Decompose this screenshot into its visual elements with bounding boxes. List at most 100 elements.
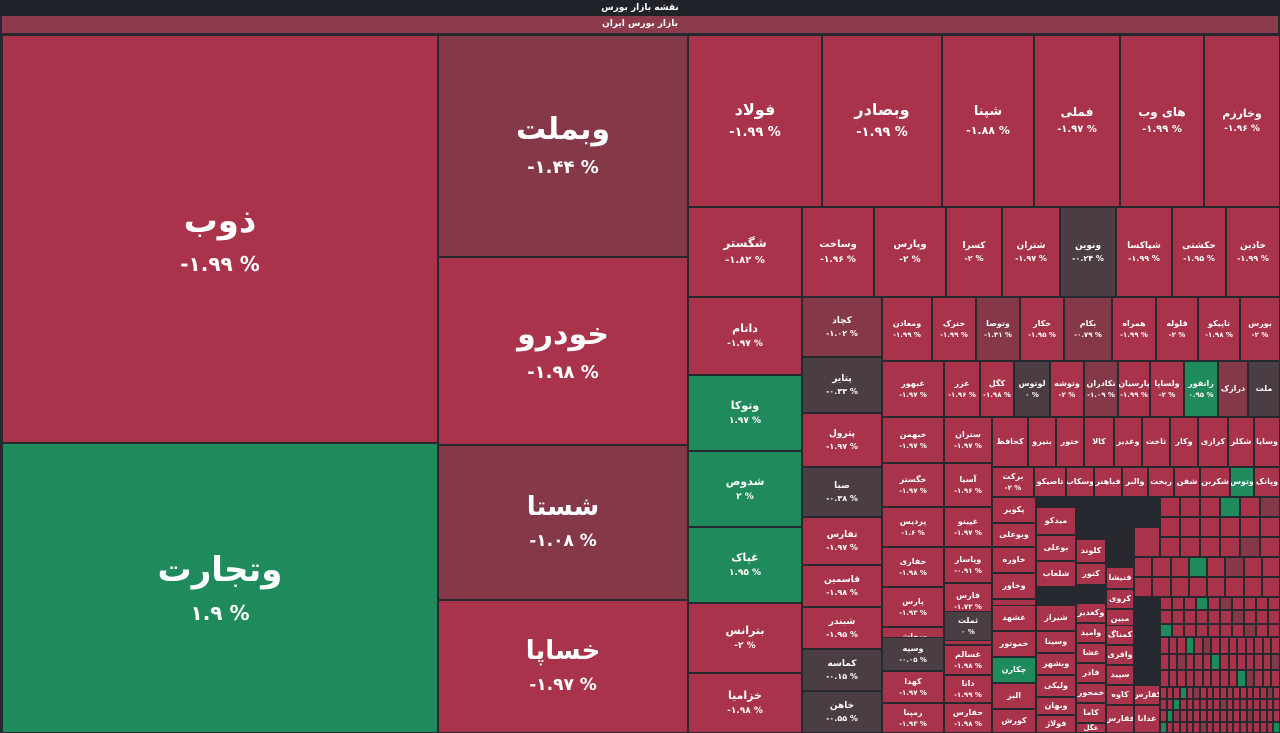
- small-stock-tile[interactable]: [1200, 710, 1207, 722]
- small-stock-tile[interactable]: [1225, 577, 1244, 597]
- small-stock-tile[interactable]: [1233, 710, 1240, 722]
- stock-tile[interactable]: وبهان: [1036, 697, 1076, 715]
- stock-tile[interactable]: کفارس: [1134, 685, 1160, 705]
- small-stock-tile[interactable]: [1206, 687, 1214, 699]
- stock-tile[interactable]: کحافظ: [992, 417, 1028, 467]
- stock-tile[interactable]: وتوس: [1230, 467, 1254, 497]
- small-stock-tile[interactable]: [1262, 637, 1272, 654]
- small-stock-tile[interactable]: [1246, 710, 1254, 722]
- stock-tile[interactable]: غدانا: [1134, 705, 1160, 733]
- small-stock-tile[interactable]: [1228, 653, 1238, 671]
- small-stock-tile[interactable]: [1207, 557, 1226, 577]
- stock-tile[interactable]: چکارن: [992, 657, 1036, 683]
- stock-tile[interactable]: برکت -۲ %: [992, 467, 1034, 497]
- small-stock-tile[interactable]: [1220, 497, 1240, 517]
- small-stock-tile[interactable]: [1160, 710, 1167, 722]
- small-stock-tile[interactable]: [1237, 637, 1246, 654]
- small-stock-tile[interactable]: [1213, 710, 1220, 722]
- small-stock-tile[interactable]: [1177, 653, 1186, 671]
- stock-tile[interactable]: میدکو: [1036, 507, 1076, 535]
- small-stock-tile[interactable]: [1253, 710, 1260, 722]
- small-stock-tile[interactable]: [1193, 721, 1200, 733]
- small-stock-tile[interactable]: [1254, 637, 1263, 654]
- small-stock-tile[interactable]: [1232, 610, 1244, 624]
- small-stock-tile[interactable]: [1186, 687, 1194, 699]
- stock-tile[interactable]: ثملت ۰ %: [944, 611, 992, 641]
- small-stock-tile[interactable]: [1256, 623, 1268, 637]
- small-stock-tile[interactable]: [1260, 517, 1280, 537]
- stock-tile[interactable]: البز: [992, 683, 1036, 709]
- small-stock-tile[interactable]: [1160, 721, 1167, 733]
- small-stock-tile[interactable]: [1220, 623, 1232, 637]
- stock-tile[interactable]: پتایر -۰.۳۳ %: [802, 357, 882, 413]
- small-stock-tile[interactable]: [1207, 577, 1226, 597]
- stock-tile[interactable]: وتوصا -۱.۴۱ %: [976, 297, 1020, 361]
- small-stock-tile[interactable]: [1261, 557, 1280, 577]
- small-stock-tile[interactable]: [1134, 577, 1153, 597]
- small-stock-tile[interactable]: [1240, 721, 1247, 733]
- small-stock-tile[interactable]: [1271, 653, 1280, 671]
- small-stock-tile[interactable]: [1160, 670, 1169, 687]
- stock-tile[interactable]: همراه -۱.۹۹ %: [1112, 297, 1156, 361]
- small-stock-tile[interactable]: [1245, 637, 1255, 654]
- small-stock-tile[interactable]: [1202, 637, 1212, 654]
- small-stock-tile[interactable]: [1228, 670, 1238, 687]
- stock-tile[interactable]: کرازی: [1198, 417, 1228, 467]
- small-stock-tile[interactable]: [1220, 637, 1229, 654]
- small-stock-tile[interactable]: [1260, 721, 1267, 733]
- stock-tile[interactable]: تاصیکو: [1034, 467, 1066, 497]
- stock-tile[interactable]: شکلر: [1228, 417, 1254, 467]
- stock-tile[interactable]: وپاسار -۰.۹۱ %: [944, 547, 992, 583]
- small-stock-tile[interactable]: [1232, 597, 1244, 611]
- stock-tile[interactable]: کاما: [1076, 703, 1106, 723]
- small-stock-tile[interactable]: [1194, 637, 1203, 654]
- small-stock-tile[interactable]: [1172, 597, 1184, 611]
- small-stock-tile[interactable]: [1200, 537, 1220, 557]
- small-stock-tile[interactable]: [1260, 698, 1267, 710]
- small-stock-tile[interactable]: [1184, 597, 1196, 611]
- stock-tile[interactable]: بورس -۲ %: [1240, 297, 1280, 361]
- stock-tile[interactable]: صبا -۰.۳۸ %: [802, 467, 882, 517]
- stock-tile[interactable]: وسپه -۰.۰۵ %: [882, 637, 944, 671]
- stock-tile[interactable]: فقارس: [1106, 705, 1134, 733]
- small-stock-tile[interactable]: [1226, 687, 1234, 699]
- small-stock-tile[interactable]: [1186, 710, 1194, 722]
- small-stock-tile[interactable]: [1220, 537, 1240, 557]
- stock-tile[interactable]: سپید: [1106, 665, 1134, 685]
- small-stock-tile[interactable]: [1166, 687, 1174, 699]
- stock-tile[interactable]: کنور: [1076, 563, 1106, 585]
- small-stock-tile[interactable]: [1180, 698, 1187, 710]
- stock-tile[interactable]: وکار: [1170, 417, 1198, 467]
- small-stock-tile[interactable]: [1134, 557, 1153, 577]
- small-stock-tile[interactable]: [1233, 721, 1240, 733]
- stock-tile[interactable]: کلوند: [1076, 539, 1106, 563]
- small-stock-tile[interactable]: [1180, 497, 1200, 517]
- small-stock-tile[interactable]: [1244, 597, 1256, 611]
- stock-tile[interactable]: ومعادن -۱.۹۹ %: [882, 297, 932, 361]
- stock-tile[interactable]: بنیرو: [1028, 417, 1056, 467]
- small-stock-tile[interactable]: [1185, 653, 1195, 671]
- small-stock-tile[interactable]: [1271, 670, 1280, 687]
- stock-tile[interactable]: حفاری -۱.۹۸ %: [882, 547, 944, 587]
- small-stock-tile[interactable]: [1240, 497, 1260, 517]
- stock-tile[interactable]: شبندر -۱.۹۵ %: [802, 607, 882, 649]
- stock-tile[interactable]: پردیس -۱.۶ %: [882, 507, 944, 547]
- stock-tile[interactable]: خموتور: [992, 631, 1036, 657]
- small-stock-tile[interactable]: [1152, 577, 1171, 597]
- small-stock-tile[interactable]: [1193, 687, 1200, 699]
- stock-tile[interactable]: وپانک: [1254, 467, 1280, 497]
- small-stock-tile[interactable]: [1185, 637, 1195, 654]
- stock-tile[interactable]: غزر -۱.۹۶ %: [944, 361, 980, 417]
- small-stock-tile[interactable]: [1173, 687, 1180, 699]
- stock-tile[interactable]: شگستر -۱.۸۲ %: [688, 207, 802, 297]
- small-stock-tile[interactable]: [1226, 721, 1234, 733]
- stock-tile[interactable]: رمپنا -۱.۹۳ %: [882, 703, 944, 733]
- small-stock-tile[interactable]: [1166, 698, 1174, 710]
- small-stock-tile[interactable]: [1160, 623, 1172, 637]
- small-stock-tile[interactable]: [1173, 721, 1180, 733]
- stock-tile[interactable]: وبصادر -۱.۹۹ %: [822, 35, 942, 207]
- small-stock-tile[interactable]: [1213, 721, 1220, 733]
- small-stock-tile[interactable]: [1220, 698, 1227, 710]
- small-stock-tile[interactable]: [1268, 623, 1280, 637]
- stock-tile[interactable]: تکادران -۱.۰۹ %: [1084, 361, 1118, 417]
